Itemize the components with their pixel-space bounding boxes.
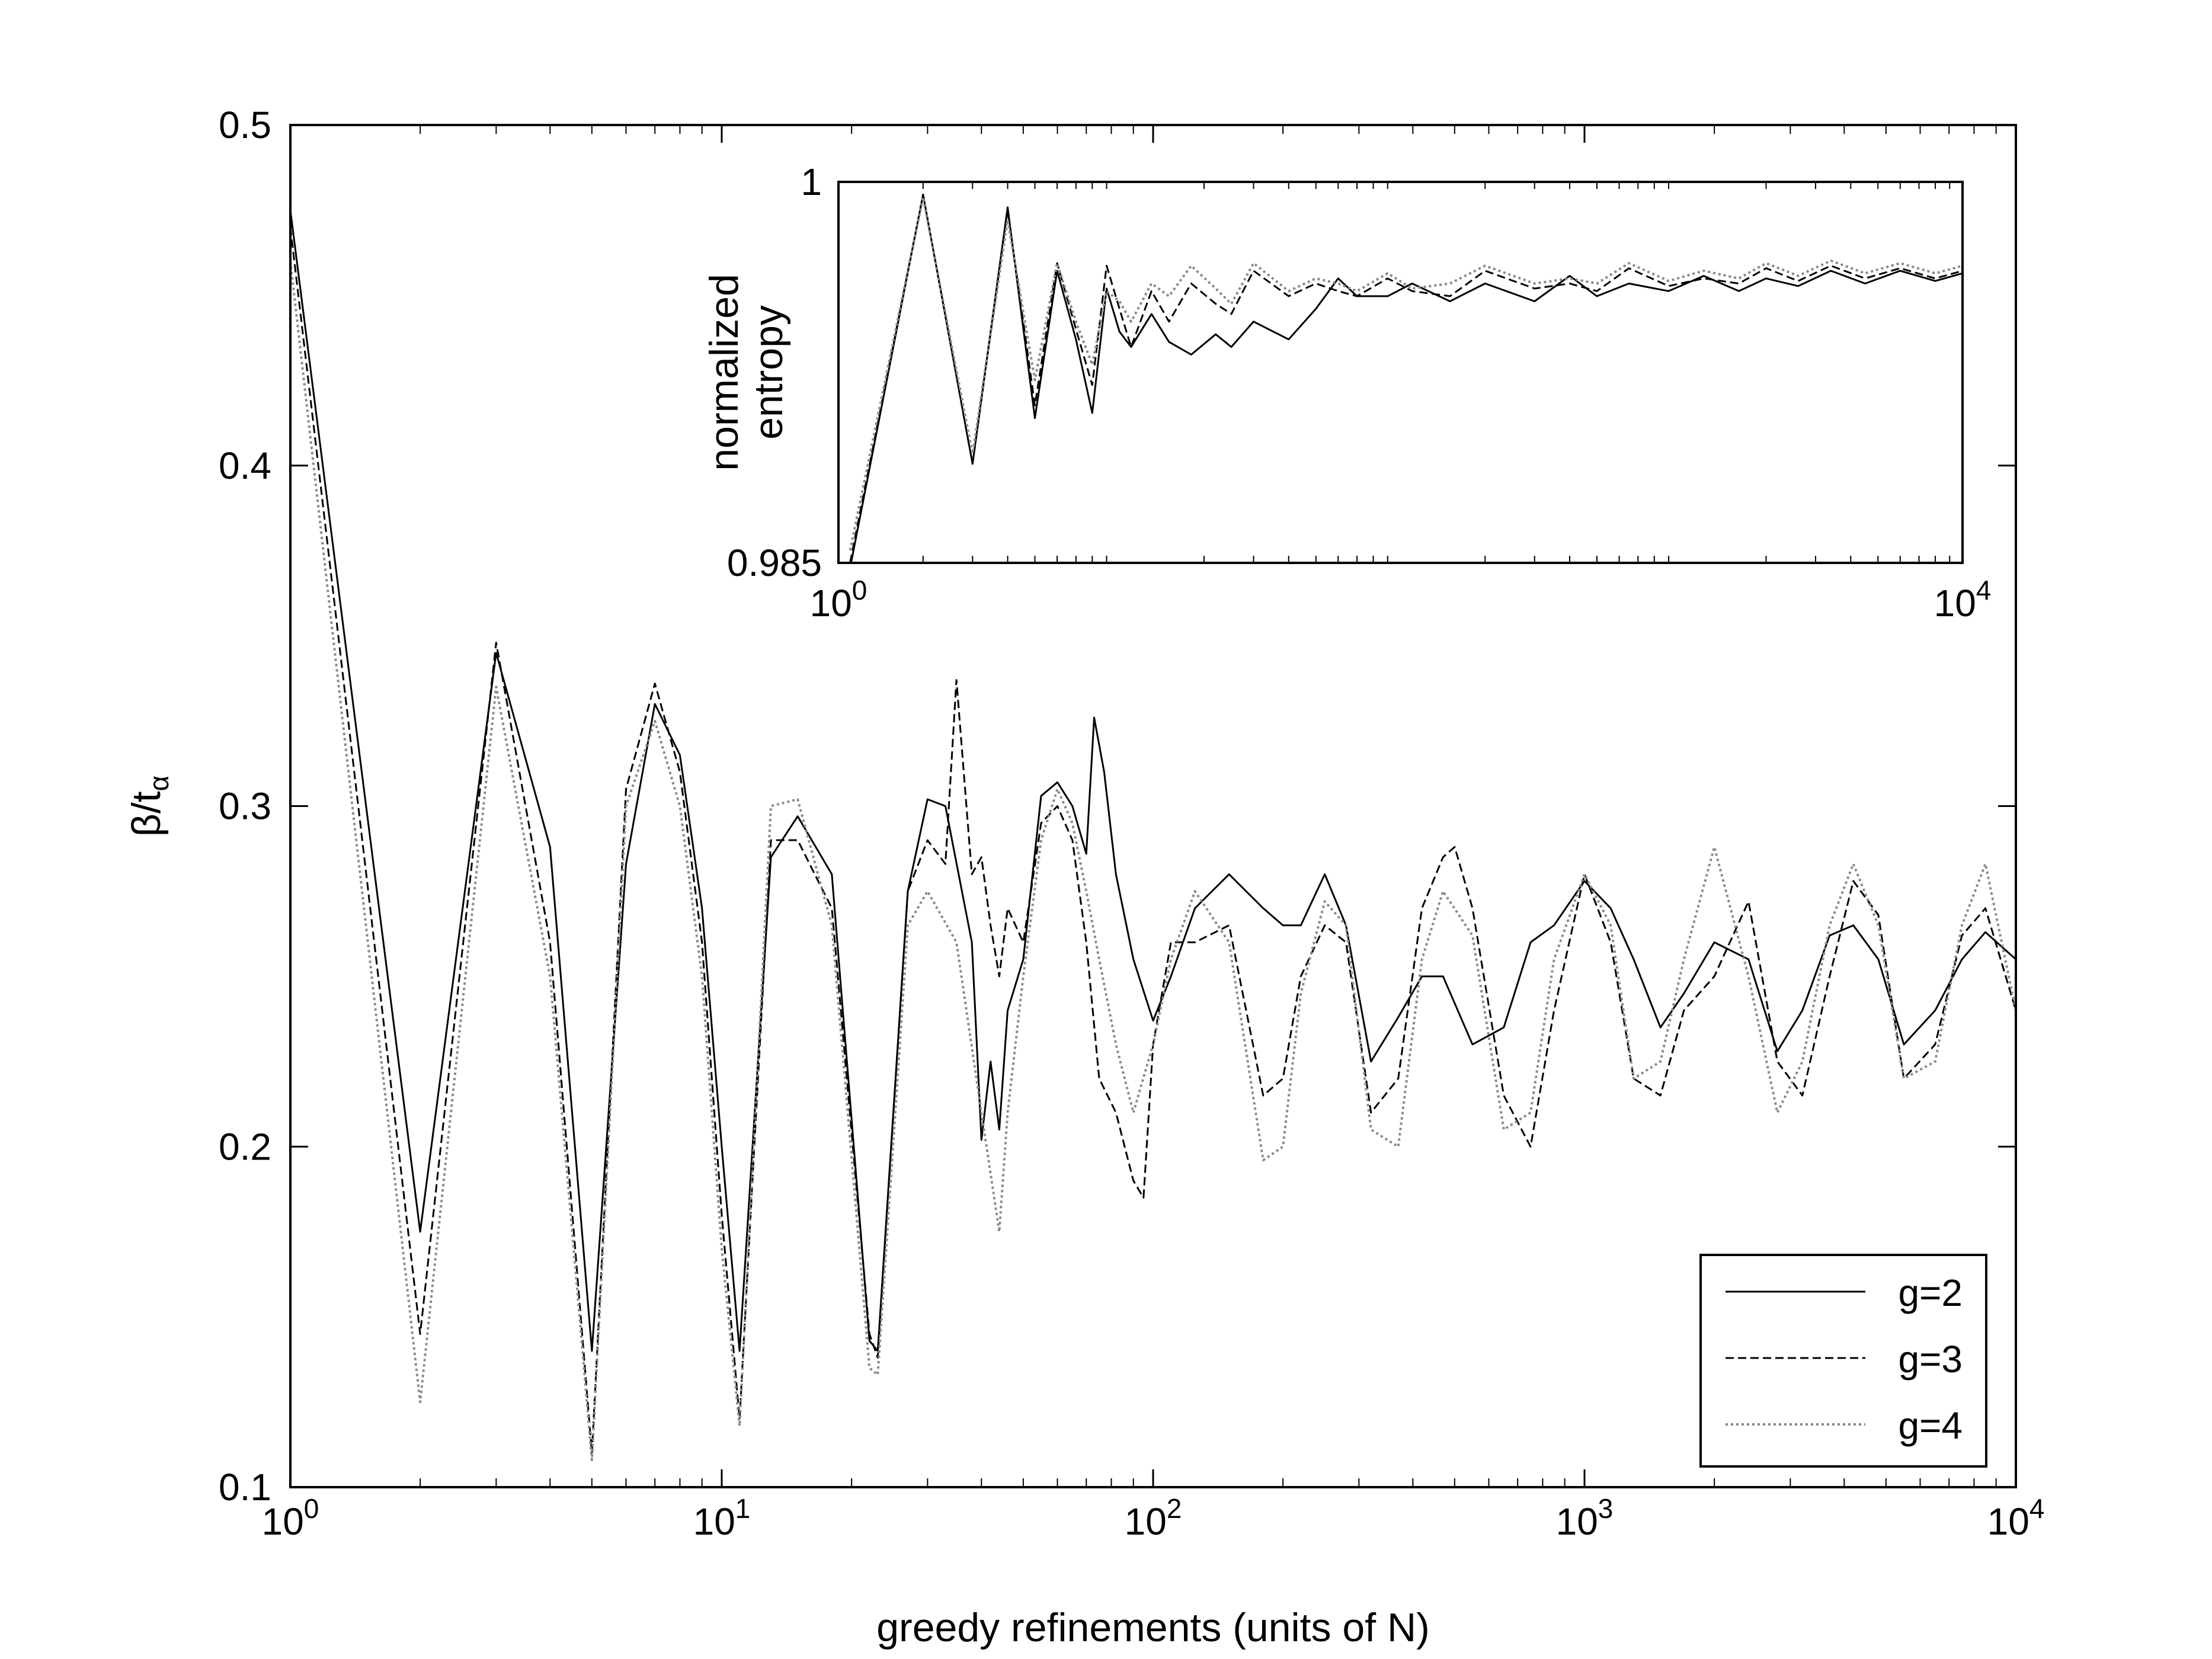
legend-label-g-4: g=4	[1898, 1404, 1963, 1447]
y-axis-label-subscript: α	[143, 776, 174, 792]
inset-y-tick-label: 0.985	[727, 542, 822, 584]
inset-plot-frame	[837, 181, 1964, 564]
main-series-line-g-4	[290, 261, 2016, 1461]
inset-y-axis-label-line2: entropy	[746, 305, 791, 440]
main-plot: 0.1 0.2 0.3 0.4 0.5 100 101 102 103 104 greedy r…	[124, 104, 2044, 1650]
inset-series-line-g-2	[850, 193, 1963, 563]
y-axis-label: β/tα	[124, 776, 174, 837]
inset-x-tick-label: 104	[1934, 575, 1992, 624]
main-series-group	[290, 210, 2016, 1461]
inset-series-line-g-3	[849, 193, 1963, 563]
main-y-tick-labels: 0.1 0.2 0.3 0.4 0.5	[219, 104, 271, 1509]
x-axis-label: greedy refinements (units of N)	[876, 1605, 1430, 1650]
main-x-tick-label: 103	[1556, 1493, 1614, 1543]
main-x-tick-labels: 100 101 102 103 104	[262, 1493, 2045, 1543]
legend-label-g-3: g=3	[1898, 1338, 1963, 1381]
inset-x-tick-labels: 100 104	[810, 575, 1992, 624]
inset-tick-marks	[837, 181, 1964, 564]
inset-x-tick-label: 100	[810, 575, 867, 624]
main-y-tick-label: 0.1	[219, 1466, 271, 1509]
legend-label-g-2: g=2	[1898, 1272, 1963, 1314]
inset-background	[838, 182, 1963, 563]
main-x-tick-label: 104	[1987, 1493, 2045, 1543]
inset-series-line-g-4	[849, 196, 1963, 551]
main-series-line-g-2	[290, 210, 2016, 1352]
main-tick-marks	[289, 124, 2017, 1488]
inset-plot: 0.985 1 100 104 normalized entropy	[702, 161, 1991, 624]
main-y-tick-label: 0.4	[219, 444, 271, 487]
inset-y-tick-labels: 0.985 1	[727, 161, 822, 584]
legend-box	[1699, 1254, 1987, 1468]
inset-y-tick-label: 1	[801, 161, 822, 203]
y-axis-label-base: β/t	[124, 791, 169, 837]
main-y-tick-label: 0.2	[219, 1125, 271, 1168]
inset-y-axis-label-line1: normalized	[702, 274, 747, 471]
main-y-tick-label: 0.3	[219, 785, 271, 828]
legend: g=2 g=3 g=4	[1699, 1254, 1987, 1468]
main-x-tick-label: 102	[1125, 1493, 1182, 1543]
main-y-tick-label: 0.5	[219, 104, 271, 146]
main-x-tick-label: 100	[262, 1493, 319, 1543]
legend-items: g=2 g=3 g=4	[1726, 1272, 1963, 1447]
main-x-tick-label: 101	[693, 1493, 751, 1543]
inset-series-group	[849, 193, 1963, 563]
